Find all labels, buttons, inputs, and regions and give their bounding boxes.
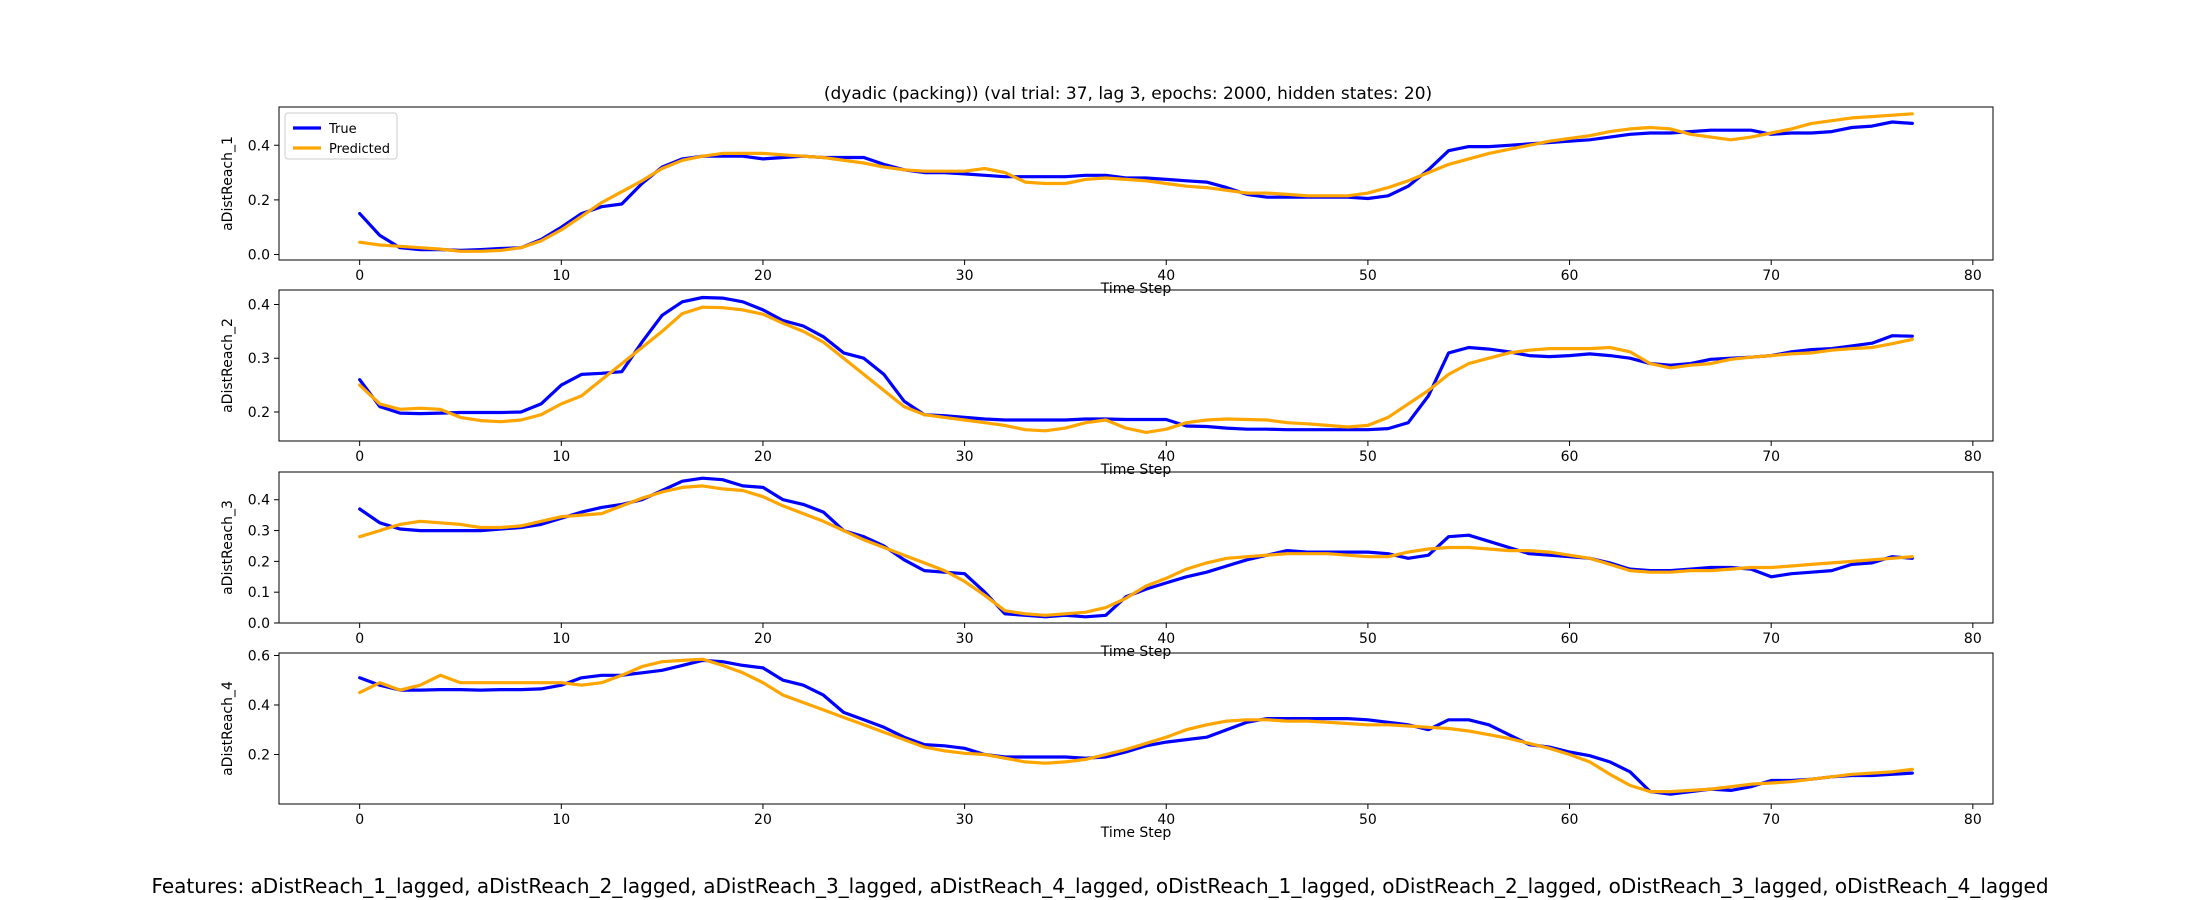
- series-line-true: [358, 120, 1914, 252]
- y-axis-label: aDistReach_4: [220, 681, 236, 776]
- x-tick-label: 60: [1561, 268, 1579, 284]
- x-tick-label: 10: [552, 449, 570, 465]
- y-tick-label: 0.0: [248, 248, 270, 264]
- y-tick-label: 0.2: [248, 405, 270, 421]
- x-tick-label: 30: [956, 631, 974, 647]
- series-line-predicted: [358, 112, 1914, 253]
- x-tick-label: 70: [1762, 268, 1780, 284]
- y-axis-label: aDistReach_1: [220, 136, 236, 231]
- x-axis-label: Time Step: [1100, 462, 1172, 478]
- axes-frame: [278, 289, 1994, 442]
- y-tick-label: 0.0: [248, 616, 270, 632]
- x-tick-label: 30: [956, 268, 974, 284]
- series-group: [358, 112, 1914, 253]
- axes-frame: [278, 471, 1994, 624]
- series-line-true: [358, 295, 1914, 432]
- y-tick-label: 0.2: [248, 193, 270, 209]
- subplots: 0 10 20 30 40 50 60 70 80 0.0 0.2 0.4 aDistReach_1 Tr…: [220, 106, 1994, 841]
- y-axis-label: aDistReach_3: [220, 500, 236, 595]
- series-group: [358, 476, 1914, 619]
- x-tick-label: 20: [754, 812, 772, 828]
- figure-title: (dyadic (packing)) (val trial: 37, lag 3…: [824, 84, 1432, 104]
- x-tick-label: 60: [1561, 449, 1579, 465]
- x-tick-label: 20: [754, 268, 772, 284]
- subplot-1: 0 10 20 30 40 50 60 70 80 0.0 0.2 0.4 aDistReach_1 Tr…: [220, 106, 1994, 297]
- series-line-predicted: [358, 484, 1914, 617]
- y-tick-label: 0.3: [248, 524, 270, 540]
- x-tick-label: 40: [1157, 268, 1175, 284]
- x-tick-label: 80: [1964, 449, 1982, 465]
- x-tick-label: 0: [355, 449, 364, 465]
- legend: True Predicted: [284, 112, 398, 160]
- subplot-4: 0 10 20 30 40 50 60 70 80 0.2 0.4 0.6 aDistReach_4 Ti…: [220, 648, 1994, 841]
- y-axis-label: aDistReach_2: [220, 318, 236, 413]
- x-tick-label: 40: [1157, 812, 1175, 828]
- subplot-3: 0 10 20 30 40 50 60 70 80 0.0 0.1 0.2 0.3 0.4 aDistRea…: [220, 471, 1994, 660]
- y-tick-label: 0.6: [248, 648, 270, 664]
- y-tick-label: 0.4: [248, 138, 270, 154]
- x-tick-label: 70: [1762, 449, 1780, 465]
- series-group: [358, 657, 1914, 796]
- y-tick-label: 0.4: [248, 698, 270, 714]
- y-tick-label: 0.4: [248, 298, 270, 314]
- axes-frame: [278, 106, 1994, 261]
- series-line-true: [358, 658, 1914, 796]
- x-tick-label: 50: [1359, 631, 1377, 647]
- features-footer: Features: aDistReach_1_lagged, aDistReac…: [151, 874, 2048, 898]
- x-axis-label: Time Step: [1100, 825, 1172, 841]
- y-tick-label: 0.1: [248, 585, 270, 601]
- subplot-2: 0 10 20 30 40 50 60 70 80 0.2 0.3 0.4 aDistReach_2 Ti…: [220, 289, 1994, 478]
- series-line-predicted: [358, 657, 1914, 794]
- x-tick-label: 50: [1359, 812, 1377, 828]
- legend-label-predicted: Predicted: [329, 142, 390, 157]
- series-line-true: [358, 476, 1914, 619]
- x-tick-label: 80: [1964, 812, 1982, 828]
- x-axis-label: Time Step: [1100, 644, 1172, 660]
- x-tick-label: 20: [754, 631, 772, 647]
- x-tick-label: 30: [956, 449, 974, 465]
- x-tick-label: 70: [1762, 631, 1780, 647]
- y-tick-label: 0.2: [248, 747, 270, 763]
- x-tick-label: 10: [552, 812, 570, 828]
- x-tick-label: 30: [956, 812, 974, 828]
- x-tick-label: 50: [1359, 268, 1377, 284]
- x-tick-label: 60: [1561, 812, 1579, 828]
- series-line-predicted: [358, 305, 1914, 434]
- y-tick-label: 0.4: [248, 493, 270, 509]
- x-axis-label: Time Step: [1100, 281, 1172, 297]
- y-tick-label: 0.3: [248, 351, 270, 367]
- x-tick-label: 40: [1157, 631, 1175, 647]
- x-tick-label: 10: [552, 268, 570, 284]
- x-tick-label: 10: [552, 631, 570, 647]
- axes-frame: [278, 652, 1994, 805]
- legend-label-true: True: [328, 122, 357, 137]
- x-tick-label: 70: [1762, 812, 1780, 828]
- series-group: [358, 295, 1914, 434]
- x-tick-label: 80: [1964, 631, 1982, 647]
- x-tick-label: 80: [1964, 268, 1982, 284]
- x-tick-label: 60: [1561, 631, 1579, 647]
- x-tick-label: 0: [355, 631, 364, 647]
- x-tick-label: 20: [754, 449, 772, 465]
- x-tick-label: 0: [355, 812, 364, 828]
- y-tick-label: 0.2: [248, 554, 270, 570]
- x-tick-label: 40: [1157, 449, 1175, 465]
- x-tick-label: 50: [1359, 449, 1377, 465]
- x-tick-label: 0: [355, 268, 364, 284]
